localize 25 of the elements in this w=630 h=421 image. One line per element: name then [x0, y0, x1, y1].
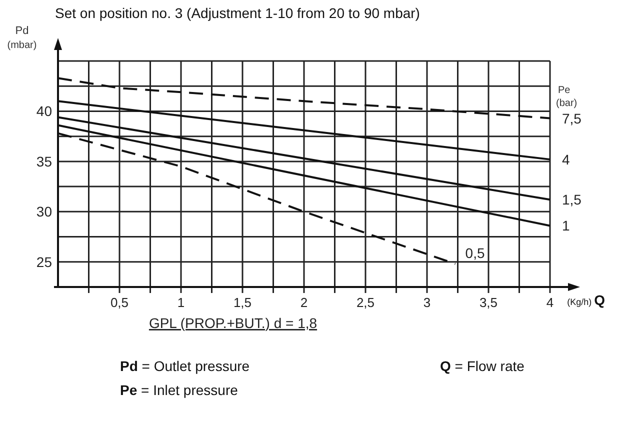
x-tick-label: 1,5: [233, 295, 252, 310]
x-tick-label: 1: [177, 295, 185, 310]
series-label: 1,5: [562, 192, 582, 208]
series-label: 4: [562, 151, 570, 168]
y-tick-label: 35: [36, 153, 52, 170]
series-label: 7,5: [562, 110, 582, 126]
y-tick-label: 25: [36, 254, 52, 270]
x-axis-title: (Kg/h) Q: [567, 292, 606, 308]
x-tick-label: 2: [300, 295, 308, 310]
x-tick-label: 0,5: [110, 295, 129, 310]
x-tick-label: 4: [546, 295, 554, 310]
y-axis-title: Pd (mbar): [7, 25, 37, 51]
series-label: 0,5: [465, 244, 485, 261]
x-tick-label: 3,5: [479, 295, 498, 310]
text: Pe = Inlet pressure: [120, 382, 238, 398]
x-tick-label: 2,5: [356, 295, 375, 310]
text: GPL (PROP.+BUT.) d = 1,8: [148, 315, 318, 331]
series-label: 1: [562, 218, 570, 234]
chart-title: Set on position no. 3 (Adjustment 1-10 from 20 to 90 mbar): [55, 5, 420, 21]
text: Q = Flow rate: [440, 358, 525, 374]
y-tick-label: 40: [36, 103, 52, 120]
legend-title: Pe (bar): [556, 85, 578, 109]
text: Pd = Outlet pressure: [120, 358, 250, 374]
y-tick-label: 30: [36, 204, 52, 220]
x-tick-label: 3: [423, 295, 431, 310]
